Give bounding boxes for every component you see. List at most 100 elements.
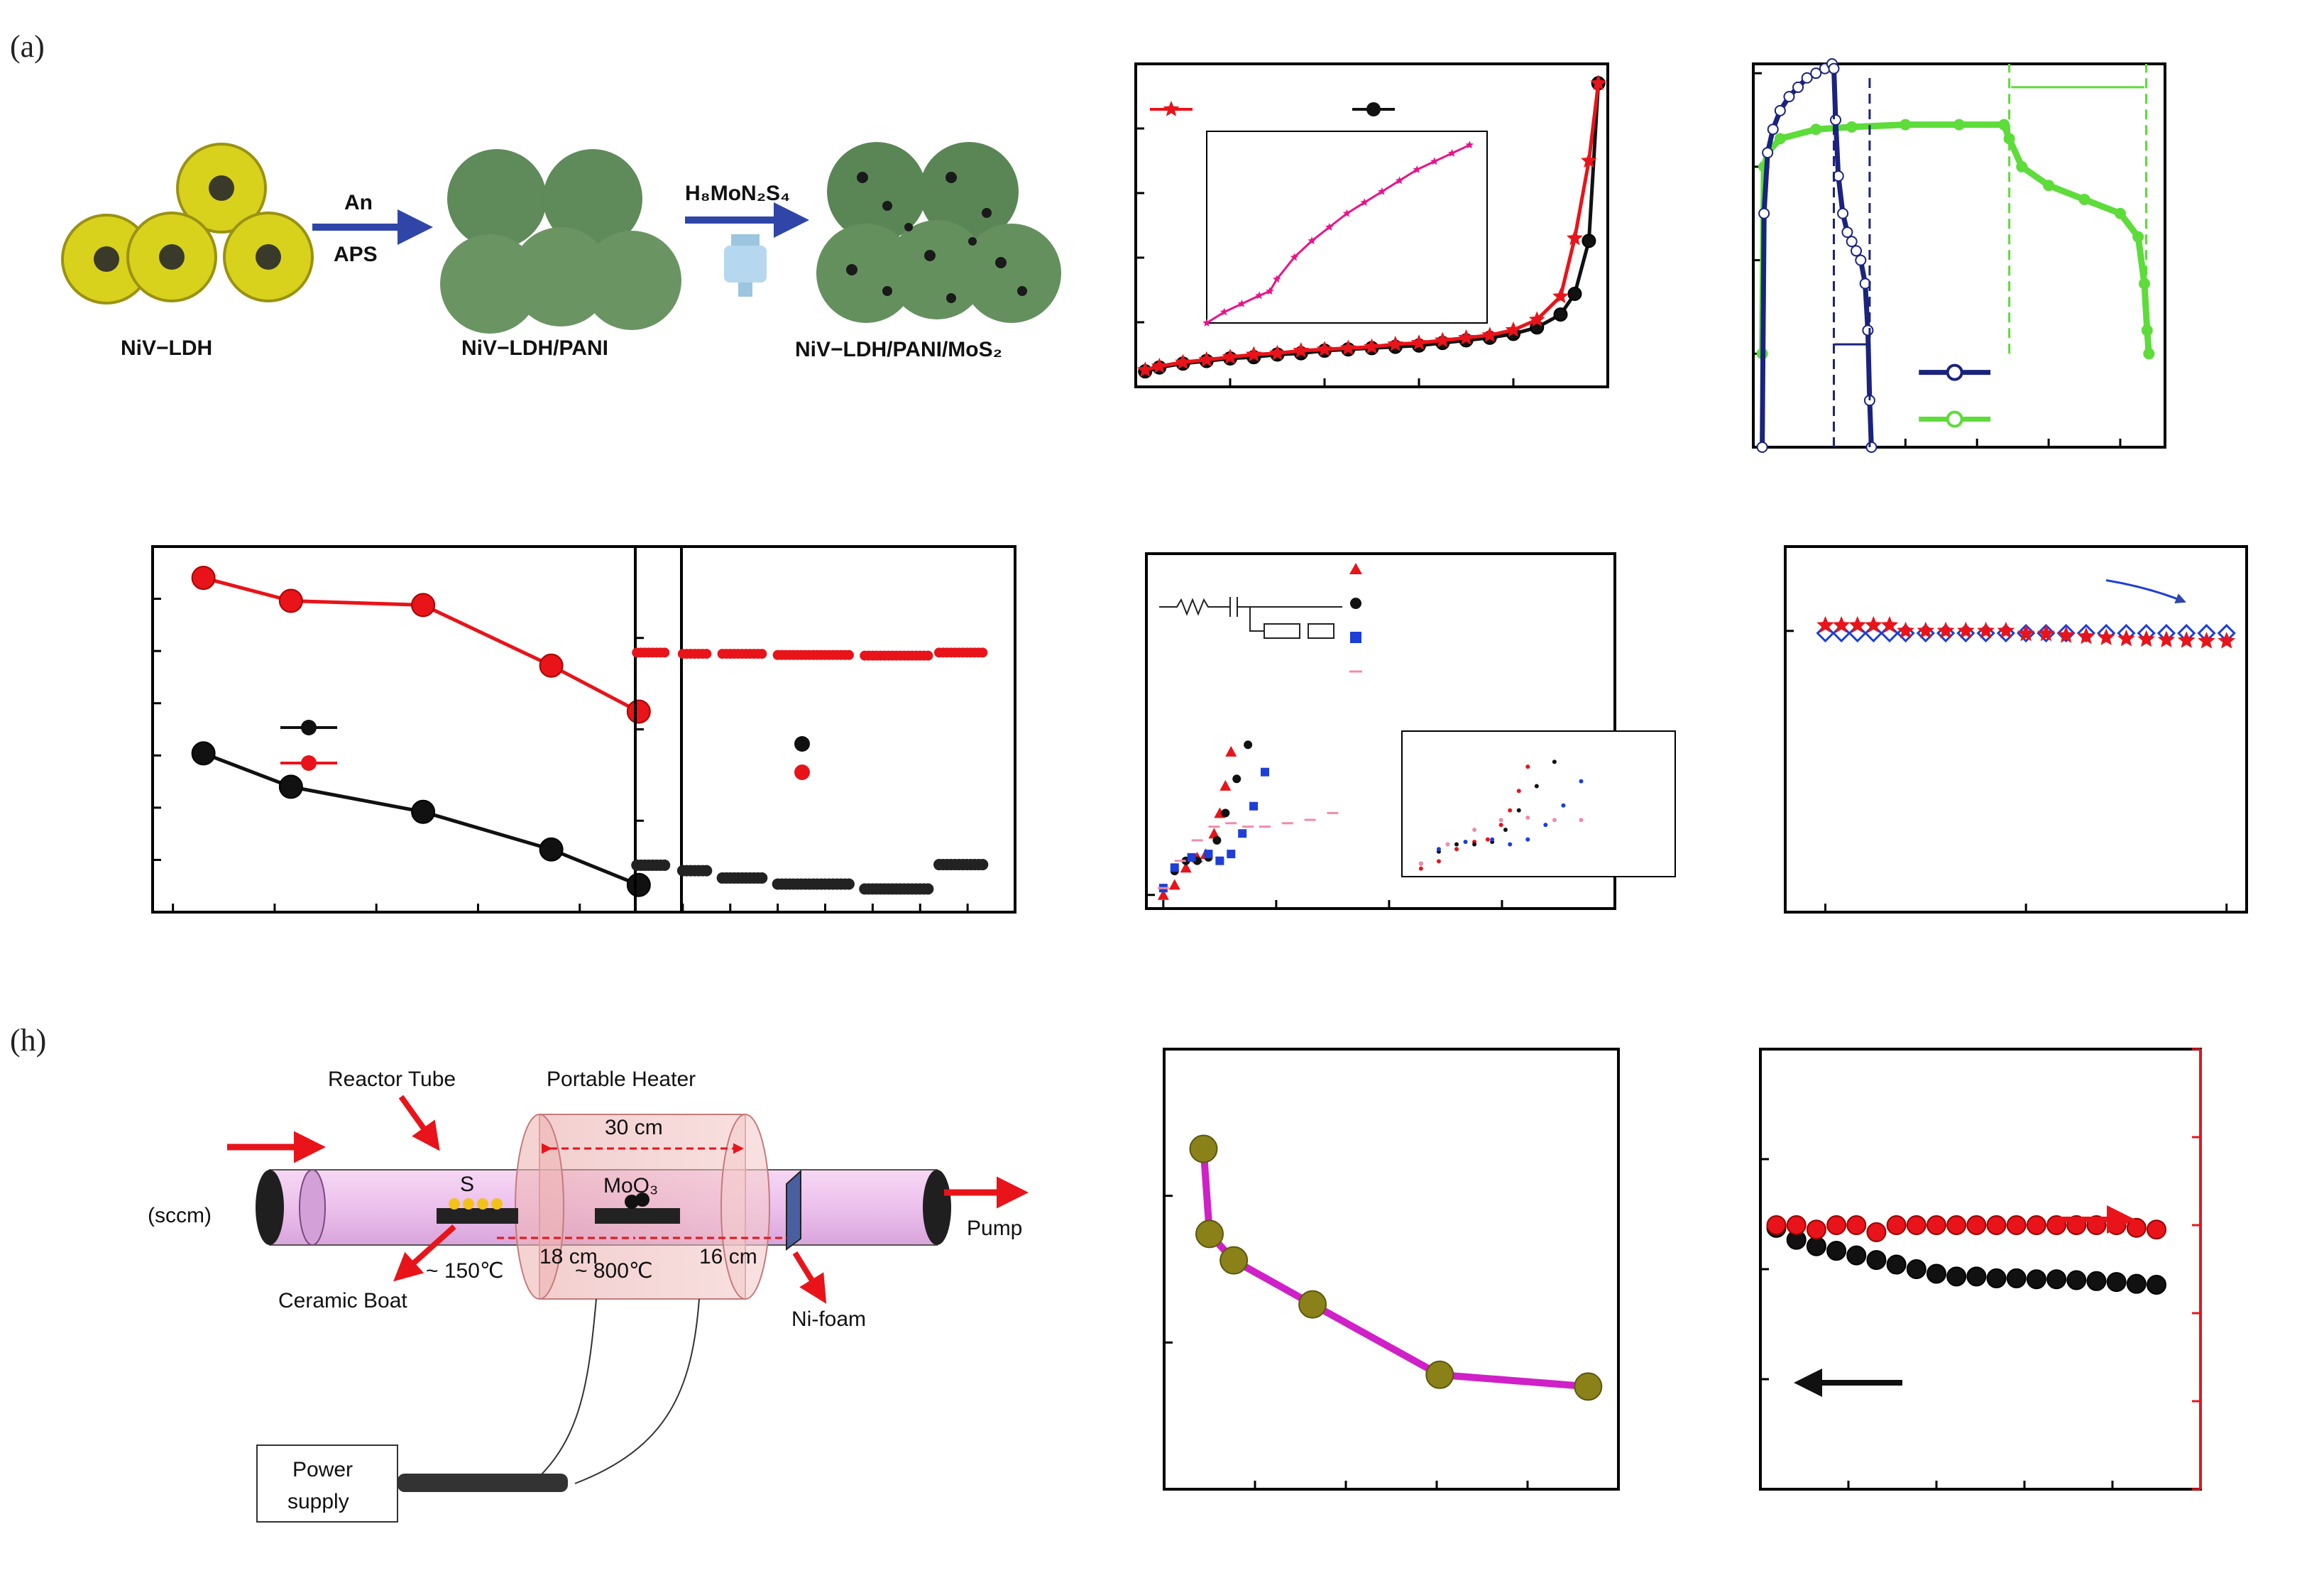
- data-point-2: [1187, 852, 1196, 862]
- data-point-retention: [2198, 632, 2215, 649]
- data-point-retention: [1977, 621, 1995, 639]
- circuit-rct: [1264, 623, 1300, 639]
- data-point-1: [1244, 740, 1253, 750]
- label-30cm: 30 cm: [605, 1116, 663, 1139]
- label-ceramic-boat: Ceramic Boat: [278, 1289, 407, 1312]
- data-point-desorption: [1151, 357, 1168, 373]
- data-point-desorption: [1505, 321, 1522, 337]
- data-point-desorption: [1198, 351, 1215, 367]
- data-point-coulombic: [1806, 1219, 1826, 1240]
- data-point-naoh: [1841, 226, 1853, 238]
- data-point-retention: [1880, 615, 1899, 633]
- inset-data-point-3: [1579, 818, 1584, 823]
- circuit-wires: [1159, 597, 1342, 632]
- data-point-coulombic: [1816, 623, 1835, 643]
- data-point-rae: [1953, 119, 1965, 131]
- data-point-1: [191, 566, 216, 591]
- data-point-retention: [1926, 1263, 1946, 1284]
- data-point-retention: [2177, 631, 2196, 648]
- data-point-energy: [1219, 1246, 1249, 1275]
- reagent-an: An: [344, 191, 373, 214]
- data-point-coulombic: [1766, 1215, 1787, 1235]
- data-point-red: [977, 647, 988, 658]
- data-point-retention: [1917, 621, 1935, 639]
- data-point-1: [626, 699, 651, 724]
- data-point-rae: [2114, 207, 2126, 219]
- data-point-0: [278, 774, 303, 799]
- chart-d: [151, 545, 683, 914]
- inset-data-point-1: [1503, 827, 1508, 832]
- legend-marker-0: [794, 736, 810, 752]
- chart-e: [631, 545, 1016, 914]
- data-point-energy: [1195, 1219, 1224, 1249]
- data-point-naoh: [1828, 62, 1840, 75]
- material-niv-ldh: NiV−LDH: [121, 336, 212, 360]
- data-point-retention: [2006, 1268, 2027, 1288]
- data-point-retention: [2097, 628, 2115, 645]
- inset-data-point: [1430, 157, 1439, 165]
- data-point-coulombic: [1864, 623, 1883, 643]
- data-point-naoh: [1792, 81, 1804, 93]
- data-point-desorption: [1316, 341, 1333, 356]
- data-point-1: [278, 588, 303, 613]
- data-point-retention: [1906, 1259, 1926, 1279]
- data-point-adsorption: [1567, 286, 1582, 301]
- data-point-coulombic: [2006, 1215, 2027, 1235]
- data-point-red: [843, 649, 854, 660]
- data-point-naoh: [1862, 324, 1874, 336]
- inset-data-point-0: [1508, 808, 1513, 813]
- label-sccm: (sccm): [148, 1204, 212, 1227]
- data-point-naoh: [1810, 67, 1822, 80]
- inset-data-point: [1360, 198, 1369, 207]
- data-point-desorption: [1552, 287, 1569, 304]
- material-niv-ldh-pani: NiV−LDH/PANI: [461, 336, 608, 360]
- data-point-naoh: [1851, 245, 1862, 257]
- inset-data-point-2: [1525, 837, 1530, 842]
- data-point-coulombic: [2076, 623, 2096, 643]
- data-point-desorption: [1339, 339, 1356, 356]
- data-point-retention: [1846, 1245, 1867, 1266]
- power-cable: [398, 1474, 568, 1492]
- data-point-0: [1208, 828, 1220, 839]
- sulfur-pellets: [449, 1198, 503, 1210]
- inset-data-point-1: [1472, 842, 1477, 847]
- data-point-naoh: [1837, 207, 1849, 219]
- data-point-retention: [1997, 621, 2015, 639]
- inset-data-point-2: [1579, 779, 1584, 784]
- legend-marker-desorption: [1163, 101, 1180, 116]
- inset-data-point-2: [1436, 847, 1441, 852]
- data-point-retention: [1986, 1268, 2007, 1288]
- inset-data-point: [1266, 287, 1274, 295]
- panel-h-label: (h): [10, 1023, 46, 1058]
- data-point-black: [977, 859, 989, 871]
- data-point-retention: [2046, 1269, 2067, 1290]
- data-point-2: [1170, 863, 1179, 872]
- data-point-energy: [1574, 1372, 1603, 1401]
- data-point-0: [1157, 889, 1169, 900]
- data-point-2: [1249, 801, 1259, 811]
- panel-h: (h) Reactor Tube Portable Heater (sccm) …: [10, 1023, 1029, 1523]
- data-point-retention: [1886, 1254, 1907, 1275]
- legend-marker-naoh: [1946, 363, 1963, 381]
- data-point-coulombic: [2017, 623, 2036, 643]
- data-point-black: [701, 865, 713, 877]
- data-point-retention: [2066, 1270, 2087, 1290]
- data-point-coulombic: [2026, 1215, 2046, 1235]
- tube-cap-right: [923, 1170, 951, 1245]
- reagent-h8mon2s4: H₈MoN₂S₄: [685, 182, 790, 205]
- data-point-coulombic: [2056, 623, 2076, 643]
- data-point-desorption: [1434, 331, 1451, 348]
- inset-data-point-2: [1490, 837, 1495, 842]
- legend-marker-0: [301, 720, 317, 735]
- charts-layer: [151, 58, 2248, 1491]
- panel-a: (a) NiV−LDH An APS NiV−LDH/PANI H₈MoN₂S₄: [10, 29, 1061, 361]
- data-point-naoh: [1846, 236, 1858, 248]
- data-point-naoh: [1830, 114, 1841, 126]
- data-point-retention: [2057, 626, 2075, 643]
- data-point-1: [1212, 835, 1222, 845]
- inset-data-point-0: [1525, 764, 1530, 769]
- data-point-coulombic: [1846, 1215, 1867, 1235]
- data-point-desorption: [1410, 334, 1427, 350]
- inset-data-point-2: [1508, 842, 1513, 847]
- inset-data-point: [1395, 176, 1404, 185]
